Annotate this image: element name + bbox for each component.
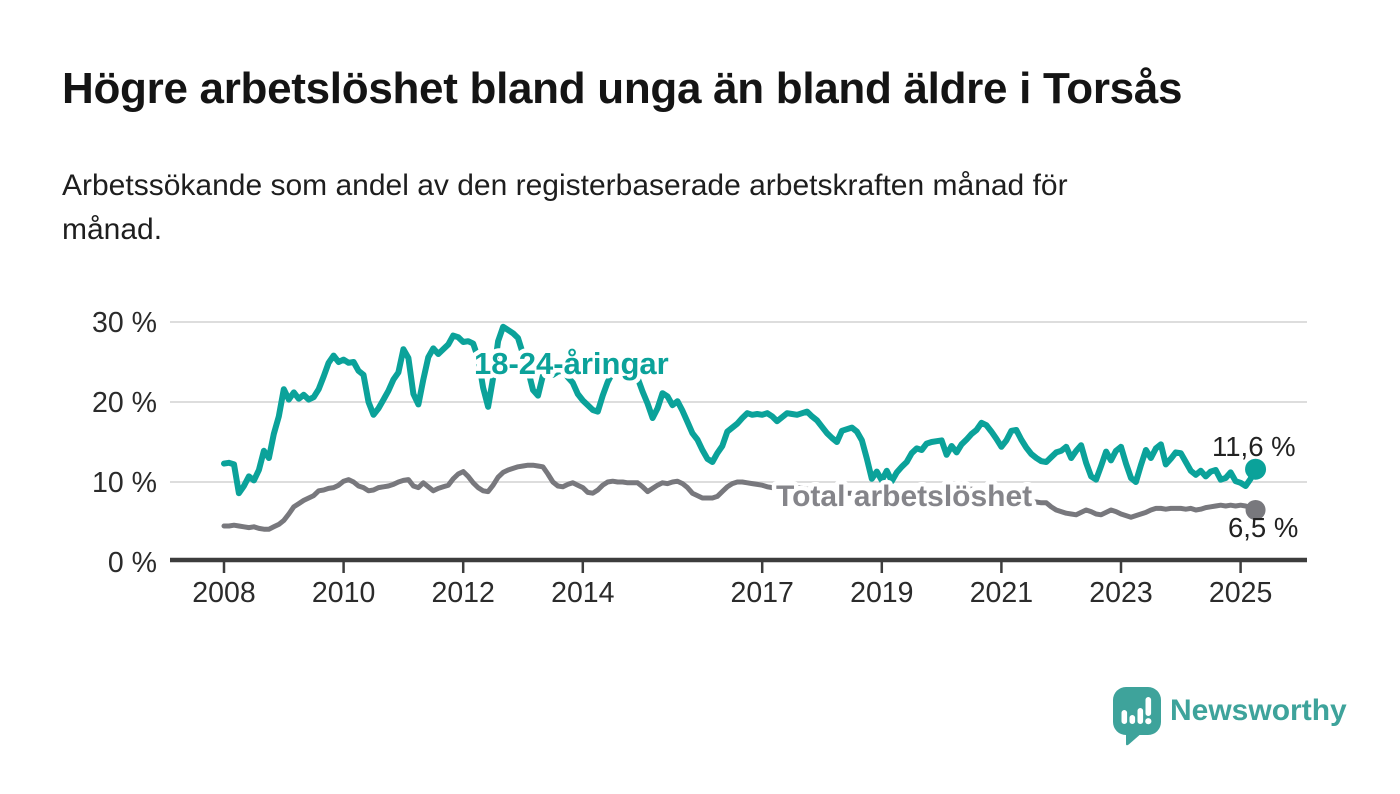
page-title: Högre arbetslöshet bland unga än bland ä… — [62, 64, 1183, 113]
total-series-label: Total arbetslöshet — [776, 480, 1032, 513]
youth-end-dot — [1245, 458, 1267, 480]
total-end-value-label: 6,5 % — [1228, 512, 1298, 543]
x-tick-label: 2023 — [1089, 577, 1152, 609]
y-tick-label: 20 % — [92, 387, 157, 419]
x-tick-label: 2012 — [431, 577, 494, 609]
youth-series-line — [221, 323, 1259, 497]
newsworthy-logo: Newsworthy — [1112, 686, 1347, 746]
subtitle-line-2: månad. — [62, 213, 163, 246]
x-tick-label: 2010 — [312, 577, 375, 609]
bar-chart-speech-bubble-icon — [1113, 687, 1161, 746]
youth-series-label: 18-24-åringar — [474, 346, 669, 381]
x-tick-label: 2008 — [192, 577, 255, 609]
x-tick-label: 2019 — [850, 577, 913, 609]
y-tick-label: 30 % — [92, 307, 157, 339]
total-end-dot — [1245, 500, 1266, 520]
logo-text: Newsworthy — [1170, 694, 1347, 727]
x-tick-label: 2021 — [970, 577, 1033, 609]
x-tick-label: 2025 — [1209, 577, 1272, 609]
y-tick-label: 10 % — [92, 467, 157, 499]
x-tick-label: 2017 — [730, 577, 793, 609]
total-series-line — [221, 462, 1258, 532]
chart-subtitle: Arbetssökande som andel av den registerb… — [62, 164, 1068, 252]
youth-end-value-label: 11,6 % — [1212, 431, 1296, 462]
subtitle-line-1: Arbetssökande som andel av den registerb… — [62, 169, 1068, 202]
y-tick-label: 0 % — [108, 547, 157, 579]
x-tick-label: 2014 — [551, 577, 615, 609]
